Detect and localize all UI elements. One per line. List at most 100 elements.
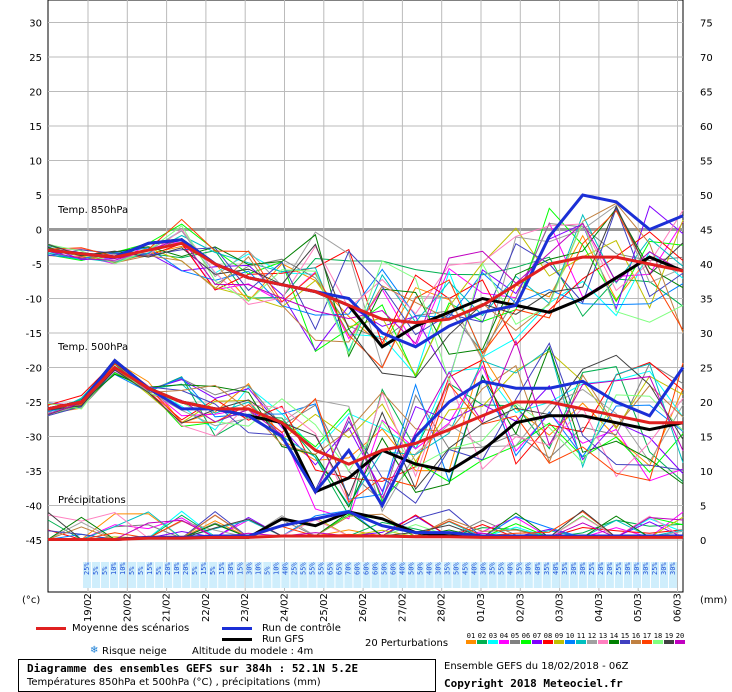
- perturbation-08-t850: [47, 231, 684, 346]
- title-box: Diagramme des ensembles GEFS sur 384h : …: [18, 659, 436, 692]
- snow-risk-cell: [560, 562, 569, 588]
- perturbation-swatch-16: 16: [631, 632, 641, 644]
- perturbation-color: [642, 640, 652, 644]
- snow-risk-cell: [173, 562, 182, 588]
- perturbation-color: [653, 640, 663, 644]
- snow-risk-value: 10%: [272, 562, 280, 575]
- snow-risk-value: 60%: [390, 562, 398, 575]
- snow-risk-value: 40%: [426, 562, 434, 575]
- perturbation-color: [532, 640, 542, 644]
- date-tick-label: 21/02: [162, 593, 173, 622]
- legend-gfs: Run GFS: [262, 634, 305, 645]
- snow-risk-cell: [632, 562, 641, 588]
- snow-risk-cell: [497, 562, 506, 588]
- perturbation-swatch-06: 06: [521, 632, 531, 644]
- perturbation-id: 05: [510, 632, 520, 640]
- left-tick-label: 15: [29, 122, 42, 133]
- right-tick-label: 70: [700, 53, 713, 64]
- date-tick-label: 22/02: [201, 593, 212, 622]
- snow-risk-cell: [479, 562, 488, 588]
- snow-risk-cell: [290, 562, 299, 588]
- snow-risk-cell: [326, 562, 335, 588]
- perturbation-15-t850: [47, 206, 684, 336]
- perturbation-swatch-07: 07: [532, 632, 542, 644]
- left-tick-label: -45: [26, 536, 42, 547]
- snow-risk-value: 40%: [534, 562, 542, 575]
- perturbation-color: [587, 640, 597, 644]
- snow-risk-value: 5%: [263, 566, 271, 575]
- left-tick-label: -20: [26, 364, 42, 375]
- perturbation-id: 04: [499, 632, 509, 640]
- perturbation-id: 16: [631, 632, 641, 640]
- snow-risk-cell: [569, 562, 578, 588]
- snow-risk-cell: [191, 562, 200, 588]
- snow-risk-cell: [551, 562, 560, 588]
- date-tick-label: 25/02: [319, 593, 330, 622]
- snow-risk-value: 35%: [561, 562, 569, 575]
- snow-risk-cell: [353, 562, 362, 588]
- perturbation-swatch-13: 13: [598, 632, 608, 644]
- right-tick-label: 30: [700, 329, 713, 340]
- perturbation-id: 09: [554, 632, 564, 640]
- left-tick-label: -30: [26, 433, 42, 444]
- snow-risk-cell: [533, 562, 542, 588]
- snow-risk-cell: [83, 562, 92, 588]
- perturbation-id: 11: [576, 632, 586, 640]
- perturbation-id: 01: [466, 632, 476, 640]
- date-tick-label: 27/02: [397, 593, 408, 622]
- perturbation-swatch-12: 12: [587, 632, 597, 644]
- left-tick-label: 5: [36, 191, 42, 202]
- date-tick-label: 01/03: [476, 593, 487, 622]
- date-tick-label: 26/02: [358, 593, 369, 622]
- right-tick-label: 0: [700, 536, 706, 547]
- snow-risk-cell: [155, 562, 164, 588]
- left-axis-unit: (°c): [22, 595, 40, 606]
- snow-risk-cell: [335, 562, 344, 588]
- snow-risk-value: 15%: [200, 562, 208, 575]
- snow-risk-value: 10%: [110, 562, 118, 575]
- legend-mean: Moyenne des scénarios: [72, 623, 190, 634]
- snow-risk-cell: [605, 562, 614, 588]
- snow-risk-value: 40%: [507, 562, 515, 575]
- snow-risk-cell: [668, 562, 677, 588]
- snow-risk-cell: [596, 562, 605, 588]
- snow-risk-value: 30%: [633, 562, 641, 575]
- snow-risk-cell: [272, 562, 281, 588]
- snow-risk-cell: [524, 562, 533, 588]
- snow-risk-value: 35%: [516, 562, 524, 575]
- snow-risk-value: 20%: [597, 562, 605, 575]
- snow-risk-cell: [398, 562, 407, 588]
- snow-risk-value: 50%: [417, 562, 425, 575]
- perturbation-id: 10: [565, 632, 575, 640]
- snow-risk-cell: [164, 562, 173, 588]
- perturbation-19-t500: [47, 354, 684, 498]
- snow-risk-value: 45%: [462, 562, 470, 575]
- snow-risk-value: 5%: [191, 566, 199, 575]
- snow-risk-cell: [488, 562, 497, 588]
- snow-risk-value: 5%: [92, 566, 100, 575]
- right-tick-label: 15: [700, 433, 713, 444]
- date-tick-label: 24/02: [280, 593, 291, 622]
- right-tick-label: 20: [700, 398, 713, 409]
- snow-risk-cell: [254, 562, 263, 588]
- perturbation-swatch-09: 09: [554, 632, 564, 644]
- right-tick-label: 25: [700, 364, 713, 375]
- snow-icon: ❄: [90, 645, 99, 656]
- perturbation-id: 18: [653, 632, 663, 640]
- left-tick-label: 10: [29, 157, 42, 168]
- legend-perturbations: 20 Perturbations: [365, 638, 449, 649]
- snow-risk-cell: [137, 562, 146, 588]
- snow-risk-cell: [146, 562, 155, 588]
- snow-risk-value: 5%: [101, 566, 109, 575]
- snow-risk-cell: [380, 562, 389, 588]
- snow-risk-value: 10%: [119, 562, 127, 575]
- perturbation-01-t850: [47, 234, 684, 360]
- perturbation-swatch-04: 04: [499, 632, 509, 644]
- perturbation-02-precip: [47, 514, 684, 540]
- label-t500: Temp. 500hPa: [57, 342, 128, 353]
- snow-risk-cell: [227, 562, 236, 588]
- left-axis-ticks: 30 25 20 15 10 5 0 -5 -10 -15 -20 -25 -30 -35 -40 -45: [26, 19, 42, 548]
- snow-risk-value: 25%: [83, 562, 91, 575]
- snow-risk-cell: [101, 562, 110, 588]
- copyright: Copyright 2018 Meteociel.fr: [444, 677, 623, 690]
